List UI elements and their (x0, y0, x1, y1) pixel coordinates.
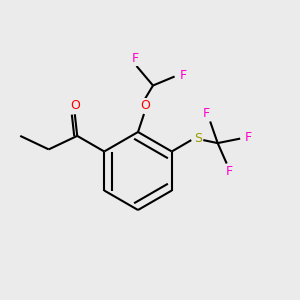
Text: F: F (179, 68, 187, 82)
Text: F: F (131, 52, 139, 65)
Text: F: F (203, 107, 210, 120)
Text: F: F (226, 165, 233, 178)
Text: S: S (194, 132, 202, 145)
Text: O: O (70, 99, 80, 112)
Text: O: O (141, 99, 150, 112)
Text: F: F (245, 130, 252, 144)
